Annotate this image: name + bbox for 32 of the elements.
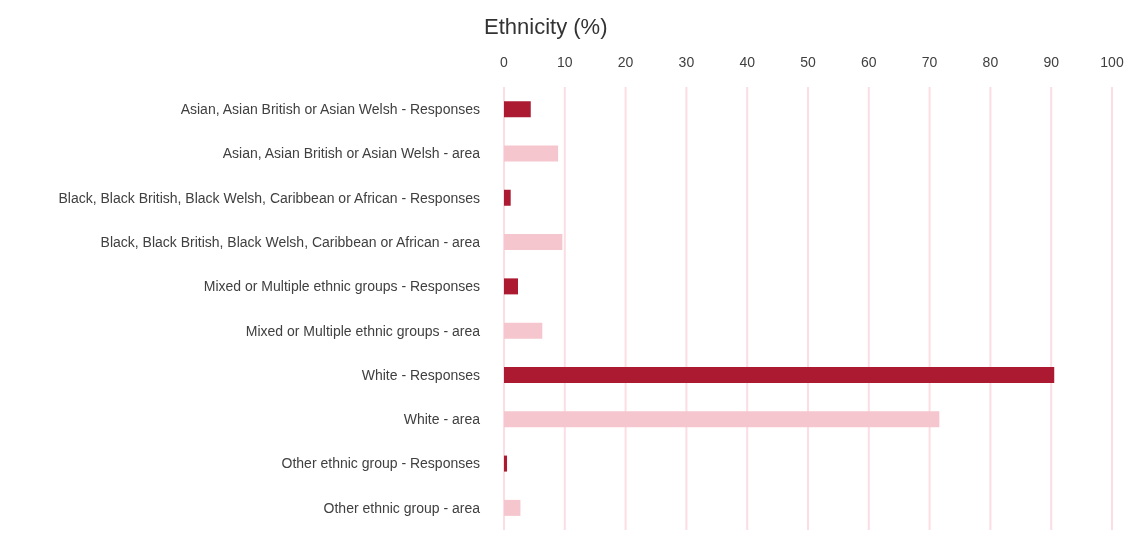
x-tick-label: 80 [982,54,999,70]
y-tick-label: Mixed or Multiple ethnic groups - Responses [203,278,480,295]
bar [504,455,508,472]
bar [504,101,531,118]
x-tick-label: 30 [678,54,695,70]
bar [504,278,518,295]
chart-title: Ethnicity (%) [484,14,608,40]
y-tick-label: White - Responses [361,366,480,383]
y-tick-label: Asian, Asian British or Asian Welsh - Responses [180,101,480,118]
bar [504,189,511,206]
bar [504,411,940,428]
x-tick-label: 60 [861,54,877,70]
x-tick-label: 90 [1043,54,1060,70]
bar [504,499,521,516]
x-tick-label: 40 [739,54,756,70]
bar [504,234,563,251]
x-tick-label: 10 [557,54,573,70]
x-tick-label: 0 [500,54,509,70]
y-tick-label: Black, Black British, Black Welsh, Caribbean or African - Responses [58,189,480,206]
bar [504,322,543,339]
bar [504,145,559,162]
y-tick-label: Other ethnic group - Responses [281,455,480,472]
y-tick-label: Black, Black British, Black Welsh, Caribbean or African - area [100,233,481,250]
bar [504,366,1055,383]
x-tick-label: 70 [921,54,938,70]
y-tick-label: Asian, Asian British or Asian Welsh - area [222,145,481,162]
x-tick-label: 50 [800,54,816,70]
x-tick-label: 100 [1100,54,1124,70]
y-tick-label: Other ethnic group - area [323,499,481,516]
y-tick-label: White - area [403,411,481,428]
y-tick-label: Mixed or Multiple ethnic groups - area [245,322,481,339]
x-tick-label: 20 [617,54,634,70]
